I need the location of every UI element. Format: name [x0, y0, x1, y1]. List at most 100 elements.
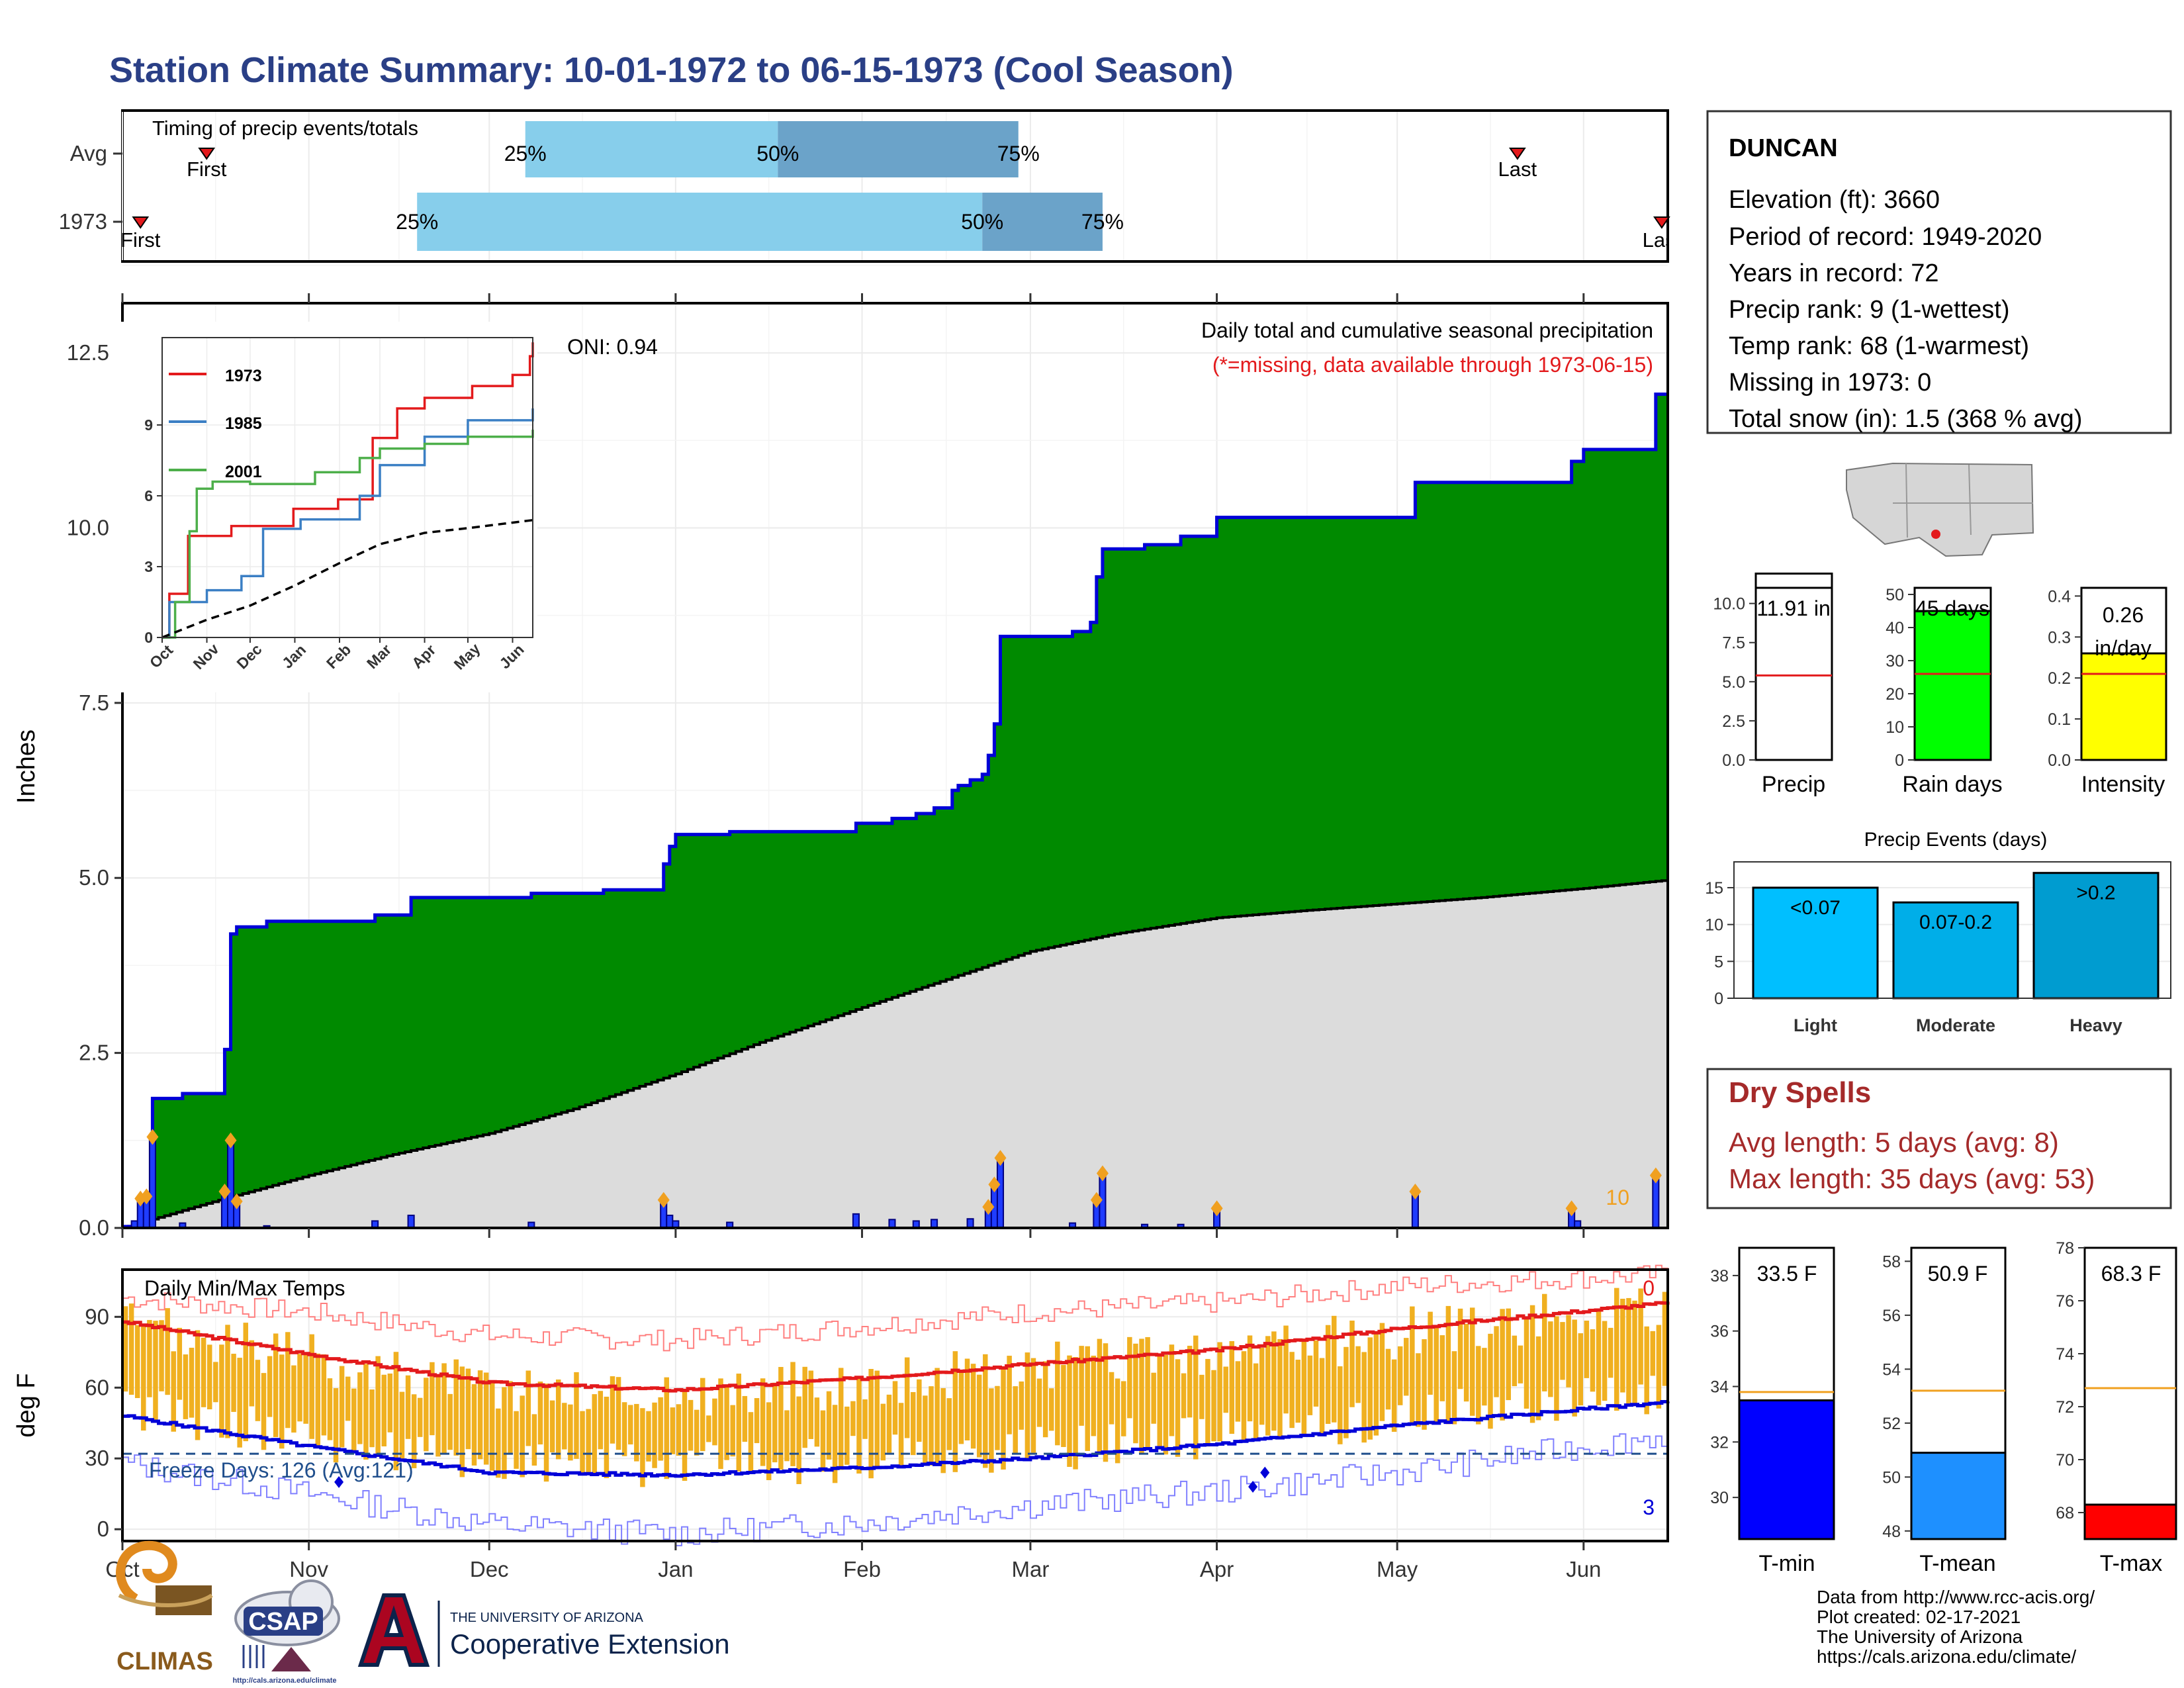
temp-summary-tick-label: 48 [1882, 1523, 1901, 1541]
record-min-line [122, 1429, 1668, 1546]
daily-temp-bar [471, 1384, 477, 1466]
daily-temp-bar [153, 1321, 158, 1420]
season-bar-frame [1754, 586, 1833, 761]
year-q25-q50-bar [417, 193, 983, 251]
daily-temp-bar [483, 1372, 489, 1465]
temp-summary-tick-label: 78 [2056, 1239, 2074, 1258]
daily-temp-bar [1121, 1381, 1126, 1436]
dry-spells: Dry Spells Avg length: 5 days (avg: 8) M… [1706, 1068, 2172, 1209]
inset-line-average [161, 518, 533, 639]
heavy-day-marker [1649, 1167, 1662, 1184]
daily-temp-bar [1097, 1338, 1103, 1452]
daily-temp-bar [1024, 1352, 1030, 1460]
daily-temp-bar [1036, 1378, 1042, 1427]
daily-temp-bar [219, 1344, 224, 1438]
daily-temp-bar [1518, 1345, 1524, 1383]
climas-logo-swirl [116, 1540, 177, 1603]
temp-y-axis: 0 30 60 90 [85, 1304, 122, 1541]
daily-temp-bar [1265, 1336, 1271, 1436]
mini-label-raindays: Rain days [1902, 772, 2002, 797]
daily-temp-bar [1313, 1340, 1319, 1407]
daily-temp-bar [201, 1337, 206, 1407]
daily-temp-bar [862, 1399, 868, 1439]
avg-q25-label: 25% [504, 142, 547, 165]
daily-temp-bar [1235, 1361, 1241, 1422]
temp-summary-tick-label: 38 [1710, 1267, 1729, 1286]
heavy-day-marker [657, 1192, 670, 1208]
station-info: DUNCAN Elevation (ft): 3660 Period of re… [1706, 110, 2172, 434]
heavy-day-marker [1409, 1184, 1422, 1200]
daily-temp-bar [892, 1381, 898, 1435]
daily-temp-bar [911, 1391, 916, 1456]
daily-temp-bar [1151, 1372, 1156, 1424]
daily-temp-bar [339, 1366, 345, 1448]
temp-x-axis: Oct Nov Dec Jan Feb Mar Apr May Jun [105, 1541, 1601, 1581]
events-bar-label: <0.07 [1790, 897, 1841, 919]
average-min-line [122, 1400, 1670, 1478]
daily-temp-bar [964, 1358, 970, 1441]
daily-temp-bar [1332, 1315, 1337, 1423]
heavy-day-marker [140, 1188, 153, 1205]
daily-temp-bar [766, 1402, 772, 1480]
station-missing: Missing in 1973: 0 [1729, 369, 1931, 397]
heavy-day-marker [146, 1129, 159, 1145]
inset-y-tick-label: 0 [144, 629, 153, 646]
daily-temp-bar [1367, 1337, 1373, 1440]
daily-temp-bar [1535, 1336, 1541, 1421]
temp-y-tick-label: 30 [85, 1446, 109, 1470]
mini-value-precip: 11.91 in [1756, 596, 1831, 620]
climas-logo-band [118, 1593, 213, 1607]
season-bar-tick-label: 0.3 [2048, 628, 2071, 647]
avg-first-label: First [187, 158, 227, 181]
daily-temp-bar [1614, 1288, 1619, 1411]
daily-temp-bar [1307, 1355, 1313, 1415]
temp-y-label: deg F [13, 1373, 40, 1437]
daily-temp-bar [1379, 1323, 1385, 1421]
daily-temp-bar [531, 1414, 537, 1466]
daily-temp-bar [417, 1397, 423, 1437]
daily-temp-bar [303, 1354, 308, 1424]
daily-temp-bar [1457, 1308, 1463, 1389]
season-bar-tick-label: 10.0 [1713, 595, 1745, 614]
daily-temp-bar [1542, 1293, 1547, 1391]
climas-logo-text: CLIMAS [116, 1648, 213, 1675]
daily-temp-bar [459, 1366, 465, 1477]
temp-summary-tick-label: 76 [2056, 1292, 2074, 1311]
season-bar-tick-label: 0.2 [2048, 669, 2071, 688]
daily-temp-bar [1572, 1319, 1577, 1417]
daily-temp-bar [1391, 1359, 1397, 1432]
daily-temp-bar [1529, 1305, 1535, 1423]
daily-temp-bar [1001, 1368, 1006, 1470]
temp-summary-bar-t-max [2083, 1503, 2177, 1540]
temp-x-tick-label: Nov [289, 1557, 328, 1581]
season-totals-bars: 0.0 2.5 5.0 7.5 10.0 0 10 20 30 40 50 0.0 0.1 0.2 0.3 0… [1713, 572, 2167, 770]
daily-temp-bar [1319, 1358, 1325, 1434]
daily-temp-bar [682, 1389, 688, 1481]
daily-temp-bar [838, 1368, 844, 1470]
daily-temp-bar [1109, 1372, 1115, 1425]
precip-y-label: Inches [13, 729, 40, 804]
season-bar-tick-label: 40 [1886, 619, 1904, 637]
daily-temp-bar [261, 1373, 267, 1450]
station-name: DUNCAN [1729, 134, 1838, 162]
year-last-label-clip: Last [1643, 228, 1666, 252]
tbar-label-mean: T-mean [1919, 1551, 1995, 1576]
daily-temp-bar [832, 1405, 838, 1483]
daily-temp-bar [514, 1411, 519, 1469]
daily-temp-bar [1494, 1326, 1499, 1397]
temp-summary-tick-label: 36 [1710, 1323, 1729, 1341]
daily-temp-bar [243, 1323, 248, 1442]
daily-temp-bar [808, 1370, 814, 1439]
daily-temp-bar [1433, 1326, 1439, 1423]
inset-legend: 1973 1985 2001 [169, 367, 262, 481]
daily-temp-bar [387, 1373, 393, 1432]
timing-row-label-year: 1973 [59, 209, 107, 234]
daily-temp-bar [490, 1380, 495, 1471]
inset-frame [161, 337, 533, 638]
station-location-dot [1931, 530, 1940, 539]
daily-temp-bar [1608, 1327, 1614, 1378]
daily-temp-bar [694, 1409, 700, 1456]
daily-temp-bar [424, 1378, 429, 1452]
inset-line-2001 [162, 430, 534, 639]
daily-temp-bar [1626, 1297, 1631, 1407]
